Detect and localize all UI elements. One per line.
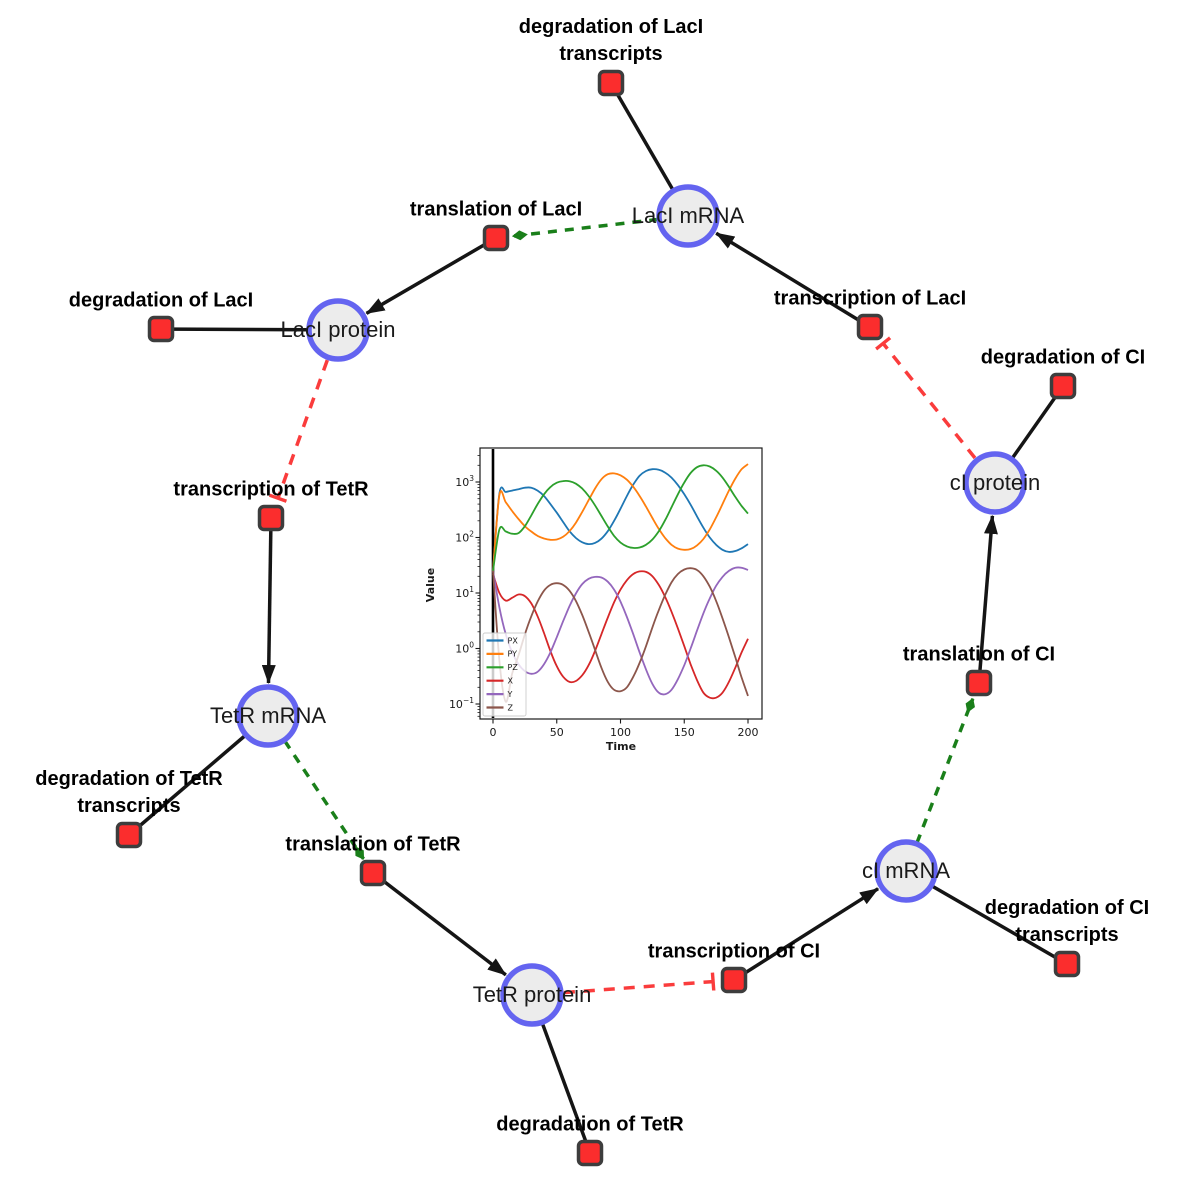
- reaction-node-deg-laci[interactable]: [147, 315, 175, 343]
- reaction-node-deg-laci-transcripts[interactable]: [597, 69, 625, 97]
- reaction-node-transcription-laci[interactable]: [856, 313, 884, 341]
- y-axis-title: Value: [424, 568, 437, 602]
- timeseries-chart: 0 50 100 150 200 103 102 101 100 10−1 PX PY PZ X …: [424, 447, 763, 753]
- legend-label-X: X: [508, 677, 514, 686]
- edge-inhibition-ci-protein-to-transcription-laci: [875, 336, 977, 460]
- species-node-laci-protein[interactable]: [306, 298, 370, 362]
- reaction-node-transcription-ci[interactable]: [720, 966, 748, 994]
- edge-inhibition-tetr-protein-to-transcription-ci: [563, 972, 716, 995]
- edge-production-transcription-tetr-to-tetr-mrna: [261, 530, 276, 684]
- series-line-PY: [492, 463, 749, 571]
- edges-layer: [135, 90, 1060, 1145]
- x-tick-label: 100: [610, 726, 631, 739]
- edge-catalysis-ci-mrna-to-translation-ci: [915, 697, 975, 844]
- x-tick-label: 200: [738, 726, 759, 739]
- series-line-X: [492, 570, 749, 700]
- reaction-node-translation-ci[interactable]: [965, 669, 993, 697]
- edge-degradation-tetr-protein-to-deg-tetr: [540, 1022, 589, 1145]
- y-tick-label: 103: [455, 474, 474, 489]
- reaction-node-deg-tetr-transcripts[interactable]: [115, 821, 143, 849]
- reaction-node-translation-tetr[interactable]: [359, 859, 387, 887]
- edge-catalysis-laci-mrna-to-translation-laci: [511, 217, 659, 241]
- y-tick-label: 10−1: [449, 696, 474, 711]
- edge-production-translation-tetr-to-tetr-protein: [382, 879, 507, 977]
- chart-legend: PX PY PZ X Y Z: [482, 632, 527, 717]
- y-tick-label: 101: [455, 585, 474, 600]
- edge-production-translation-ci-to-ci-protein: [978, 514, 998, 671]
- series-group: [492, 463, 749, 703]
- species-node-ci-mrna[interactable]: [874, 839, 938, 903]
- species-node-tetr-protein[interactable]: [500, 963, 564, 1027]
- edge-degradation-ci-protein-to-deg-ci: [1010, 393, 1059, 460]
- y-tick-label: 102: [455, 530, 474, 545]
- legend-label-Y: Y: [507, 690, 513, 699]
- reaction-node-deg-ci[interactable]: [1049, 372, 1077, 400]
- legend-label-PZ: PZ: [508, 663, 519, 672]
- edge-degradation-laci-mrna-to-deg-laci-transcripts: [614, 90, 675, 191]
- reaction-node-translation-laci[interactable]: [482, 224, 510, 252]
- edge-degradation-laci-protein-to-deg-laci: [170, 327, 309, 332]
- y-tick-label: 100: [455, 641, 474, 656]
- species-node-ci-protein[interactable]: [963, 451, 1027, 515]
- edge-degradation-tetr-mrna-to-deg-tetr-transcripts: [135, 734, 247, 830]
- edge-production-transcription-ci-to-ci-mrna: [744, 887, 880, 975]
- x-tick-label: 0: [490, 726, 497, 739]
- x-tick-label: 150: [674, 726, 695, 739]
- legend-label-PX: PX: [508, 636, 519, 645]
- series-line-Y: [492, 566, 749, 696]
- edge-inhibition-laci-protein-to-transcription-tetr: [268, 359, 329, 503]
- x-tick-label: 50: [550, 726, 564, 739]
- legend-label-PY: PY: [508, 650, 518, 659]
- series-line-PZ: [492, 464, 749, 572]
- series-line-Z: [492, 567, 749, 703]
- legend-label-Z: Z: [508, 703, 514, 712]
- x-axis-title: Time: [606, 740, 636, 753]
- series-line-PX: [492, 468, 749, 571]
- species-node-tetr-mrna[interactable]: [236, 684, 300, 748]
- species-node-laci-mrna[interactable]: [656, 184, 720, 248]
- edge-production-transcription-laci-to-laci-mrna: [715, 231, 860, 322]
- edge-production-translation-laci-to-laci-protein: [365, 242, 486, 315]
- edge-degradation-ci-mrna-to-deg-ci-transcripts: [931, 884, 1060, 961]
- edge-catalysis-tetr-mrna-to-translation-tetr: [283, 739, 365, 860]
- reaction-node-deg-ci-transcripts[interactable]: [1053, 950, 1081, 978]
- timeseries-inset-plot: 0 50 100 150 200 103 102 101 100 10−1 PX PY PZ X …: [420, 437, 770, 759]
- reaction-node-transcription-tetr[interactable]: [257, 504, 285, 532]
- reaction-node-deg-tetr[interactable]: [576, 1139, 604, 1167]
- legend-box: [482, 632, 527, 717]
- nodes-layer: [115, 69, 1081, 1167]
